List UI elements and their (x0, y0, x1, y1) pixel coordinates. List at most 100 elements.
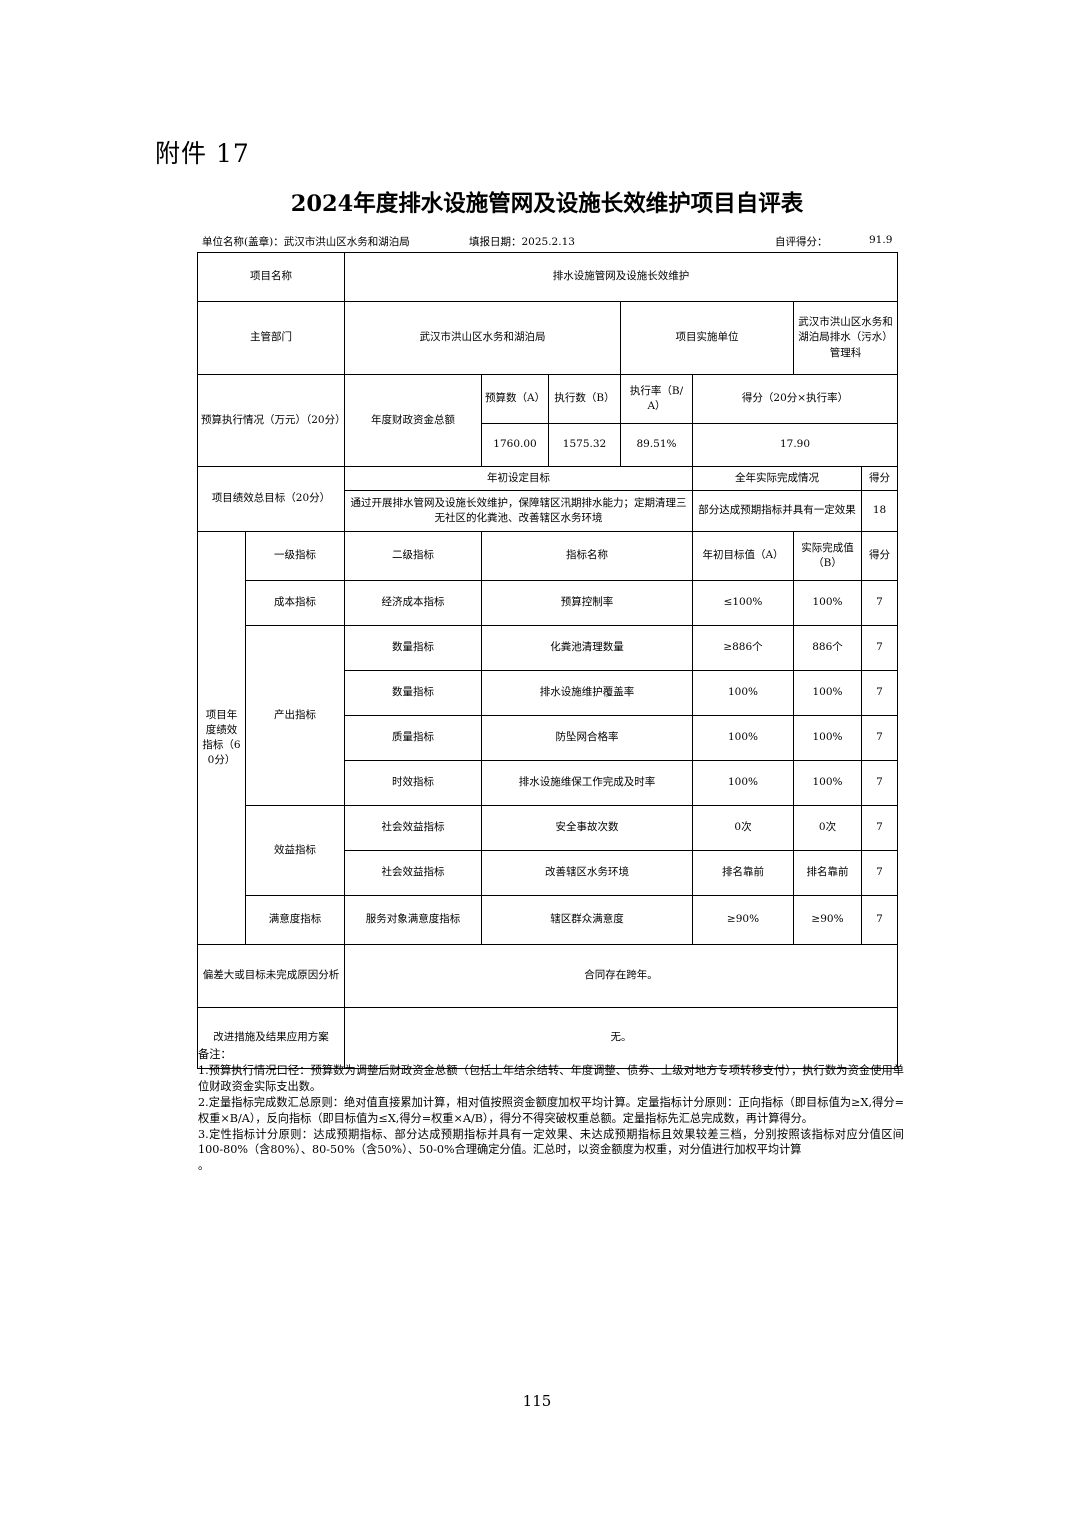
indicator-level1: 效益指标 (245, 805, 345, 896)
indicator-name: 预算控制率 (481, 580, 693, 626)
indicator-header-target: 年初目标值（A） (692, 531, 794, 581)
table-row-indicator: 满意度指标 服务对象满意度指标 辖区群众满意度 ≥90% ≥90% 7 (198, 895, 898, 945)
indicator-header-level1: 一级指标 (245, 531, 345, 581)
indicator-header-name: 指标名称 (481, 531, 693, 581)
indicator-score: 7 (861, 850, 898, 896)
table-row-budget-values: 1760.00 1575.32 89.51% 17.90 (198, 423, 898, 467)
meta-line: 单位名称(盖章)：武汉市洪山区水务和湖泊局 填报日期：2025.2.13 自评得… (197, 234, 897, 250)
overall-goal-header-score: 得分 (861, 466, 898, 491)
indicator-score: 7 (861, 715, 898, 761)
deviation-analysis-label: 偏差大或目标未完成原因分析 (197, 944, 345, 1008)
indicator-level2: 数量指标 (344, 670, 482, 716)
indicator-actual: 100% (793, 715, 862, 761)
indicator-name: 改善辖区水务环境 (481, 850, 693, 896)
table-row-budget-header: 预算执行情况（万元）（20分） 年度财政资金总额 预算数（A） 执行数（B） 执… (197, 374, 898, 467)
budget-header-a: 预算数（A） (481, 374, 549, 424)
budget-header-score: 得分（20分×执行率） (692, 374, 898, 424)
notes-title: 备注： (198, 1048, 232, 1061)
indicator-name: 排水设施维护覆盖率 (481, 670, 693, 716)
table-row-indicator: 时效指标 排水设施维保工作完成及时率 100% 100% 7 (198, 760, 898, 806)
overall-goal-target-text: 通过开展排水管网及设施长效维护，保障辖区汛期排水能力；定期清理三无社区的化粪池、… (344, 490, 693, 532)
improvement-value: 无。 (344, 1007, 898, 1069)
indicator-name: 防坠网合格率 (481, 715, 693, 761)
table-row-deviation-analysis: 偏差大或目标未完成原因分析 合同存在跨年。 (197, 944, 898, 1008)
indicator-header-score: 得分 (861, 531, 898, 581)
table-row-project-name: 项目名称 排水设施管网及设施长效维护 (197, 252, 898, 302)
budget-value-score: 17.90 (692, 423, 898, 467)
overall-goal-score: 18 (861, 490, 898, 532)
budget-header-b: 执行数（B） (548, 374, 621, 424)
department-label: 主管部门 (197, 301, 345, 375)
indicator-name: 化粪池清理数量 (481, 625, 693, 671)
budget-value-b: 1575.32 (548, 423, 621, 467)
table-row-department: 主管部门 武汉市洪山区水务和湖泊局 项目实施单位 武汉市洪山区水务和湖泊局排水（… (197, 301, 898, 375)
notes-item-3: 3.定性指标计分原则：达成预期指标、部分达成预期指标并具有一定效果、未达成预期指… (198, 1127, 904, 1157)
indicator-score: 7 (861, 805, 898, 851)
indicator-level2: 经济成本指标 (344, 580, 482, 626)
indicator-header-actual: 实际完成值（B） (793, 531, 862, 581)
indicator-actual: 0次 (793, 805, 862, 851)
table-row-overall-goal-values: 通过开展排水管网及设施长效维护，保障辖区汛期排水能力；定期清理三无社区的化粪池、… (198, 490, 898, 532)
indicators-section-label: 项目年度绩效指标（60分） (197, 531, 246, 945)
indicator-level1: 成本指标 (245, 580, 345, 626)
budget-annual-total-label: 年度财政资金总额 (344, 374, 482, 467)
overall-goal-header-actual: 全年实际完成情况 (692, 466, 862, 491)
project-name-value: 排水设施管网及设施长效维护 (344, 252, 898, 302)
table-row-overall-goal-header: 项目绩效总目标（20分） 年初设定目标 全年实际完成情况 得分 (197, 466, 898, 532)
indicator-score: 7 (861, 895, 898, 945)
page-title: 2024年度排水设施管网及设施长效维护项目自评表 (290, 191, 804, 217)
improvement-label: 改进措施及结果应用方案 (197, 1007, 345, 1069)
notes-item-2: 2.定量指标完成数汇总原则：绝对值直接累加计算，相对值按照资金额度加权平均计算。… (198, 1095, 904, 1125)
indicator-name: 安全事故次数 (481, 805, 693, 851)
indicator-actual: 排名靠前 (793, 850, 862, 896)
overall-goal-label: 项目绩效总目标（20分） (197, 466, 345, 532)
indicator-level2: 服务对象满意度指标 (344, 895, 482, 945)
self-score-value: 91.9 (869, 234, 893, 246)
table-row-indicator: 效益指标 社会效益指标 安全事故次数 0次 0次 7 (198, 805, 898, 896)
table-row-indicator: 产出指标 数量指标 化粪池清理数量 ≥886个 886个 7 (198, 625, 898, 806)
budget-value-rate: 89.51% (620, 423, 693, 467)
budget-section-label: 预算执行情况（万元）（20分） (197, 374, 346, 467)
indicator-actual: ≥90% (793, 895, 862, 945)
report-date-field: 填报日期：2025.2.13 (469, 236, 575, 248)
overall-goal-actual-text: 部分达成预期指标并具有一定效果 (692, 490, 862, 532)
indicator-target: ≤100% (692, 580, 794, 626)
indicator-level1: 产出指标 (245, 625, 345, 806)
indicator-target: 100% (692, 715, 794, 761)
table-row-indicator-header: 项目年度绩效指标（60分） 一级指标 二级指标 指标名称 年初目标值（A） 实际… (197, 531, 898, 945)
self-score-label: 自评得分： (775, 236, 828, 248)
indicator-target: 排名靠前 (692, 850, 794, 896)
indicator-level2: 质量指标 (344, 715, 482, 761)
indicator-target: 100% (692, 760, 794, 806)
table-row-indicator: 成本指标 经济成本指标 预算控制率 ≤100% 100% 7 (198, 580, 898, 626)
indicator-level1: 满意度指标 (245, 895, 345, 945)
indicator-header-level2: 二级指标 (344, 531, 482, 581)
deviation-analysis-value: 合同存在跨年。 (344, 944, 898, 1008)
indicator-level2: 社会效益指标 (344, 805, 482, 851)
indicator-level2: 时效指标 (344, 760, 482, 806)
notes-tail: 。 (198, 1159, 210, 1173)
table-row-improvement: 改进措施及结果应用方案 无。 (197, 1007, 898, 1069)
impl-unit-value: 武汉市洪山区水务和湖泊局排水（污水）管理科 (793, 301, 898, 375)
project-name-label: 项目名称 (197, 252, 345, 302)
indicator-target: 100% (692, 670, 794, 716)
notes-block: 备注： 1.预算执行情况口径：预算数为调整后财政资金总额（包括上年结余结转、年度… (198, 1047, 904, 1174)
unit-name-field: 单位名称(盖章)：武汉市洪山区水务和湖泊局 (202, 236, 410, 248)
indicator-score: 7 (861, 625, 898, 671)
overall-goal-header-target: 年初设定目标 (344, 466, 693, 491)
indicator-target: ≥90% (692, 895, 794, 945)
indicator-score: 7 (861, 580, 898, 626)
notes-item-1: 1.预算执行情况口径：预算数为调整后财政资金总额（包括上年结余结转、年度调整、债… (198, 1063, 904, 1093)
indicator-name: 排水设施维保工作完成及时率 (481, 760, 693, 806)
indicator-actual: 100% (793, 760, 862, 806)
indicator-actual: 100% (793, 580, 862, 626)
indicator-score: 7 (861, 670, 898, 716)
department-value: 武汉市洪山区水务和湖泊局 (344, 301, 621, 375)
indicator-target: 0次 (692, 805, 794, 851)
budget-value-a: 1760.00 (481, 423, 549, 467)
indicator-score: 7 (861, 760, 898, 806)
indicator-name: 辖区群众满意度 (481, 895, 693, 945)
budget-header-rate: 执行率（B/A） (620, 374, 693, 424)
indicator-target: ≥886个 (692, 625, 794, 671)
